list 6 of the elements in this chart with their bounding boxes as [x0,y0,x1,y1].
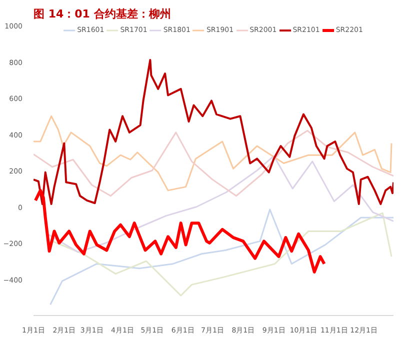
line-series [34,58,394,206]
line-series [46,155,394,253]
line-series [34,115,392,192]
chart-title: 图 14：01 合约基差：柳州 [34,8,171,20]
line-series [34,188,326,274]
line-series [34,130,394,197]
